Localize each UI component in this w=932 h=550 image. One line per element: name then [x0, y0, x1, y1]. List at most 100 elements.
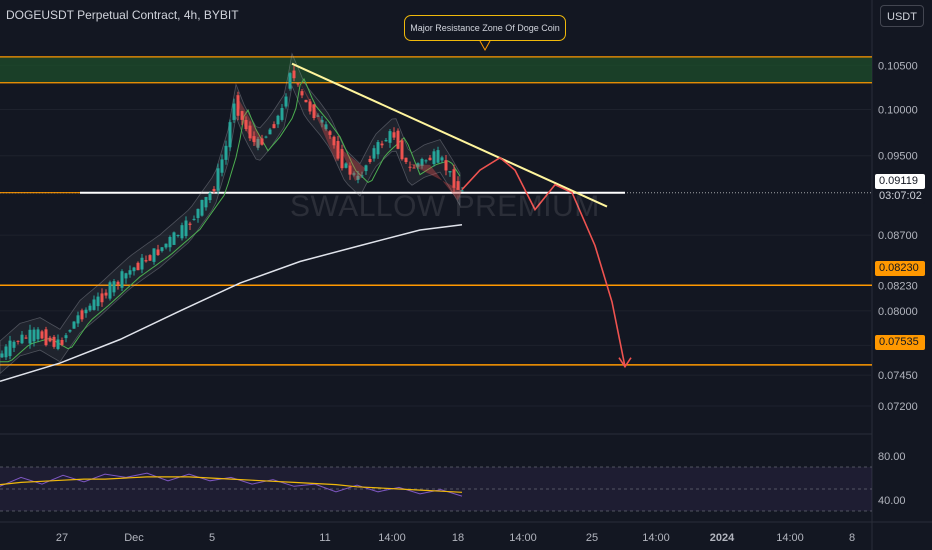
candle-body: [416, 163, 420, 167]
candle-body: [228, 122, 232, 148]
candle-body: [128, 270, 132, 275]
x-tick-label: 14:00: [509, 532, 537, 544]
candle-body: [368, 159, 372, 162]
rsi-tick-label: 40.00: [878, 495, 906, 507]
candle-body: [344, 163, 348, 168]
candle-body: [80, 310, 84, 320]
candle-body: [400, 140, 404, 160]
candle-body: [300, 91, 304, 96]
candle-body: [208, 193, 212, 201]
trendline: [291, 62, 608, 208]
support-level-tag: 0.08230: [875, 261, 925, 276]
candle-body: [188, 223, 192, 225]
y-tick-label: 0.07450: [878, 370, 918, 382]
candle-body: [364, 165, 368, 172]
moving-average-200: [0, 224, 463, 383]
candle-body: [132, 267, 136, 272]
candle-body: [264, 136, 268, 138]
candle-body: [44, 329, 48, 346]
candle-body: [328, 131, 332, 135]
candle-body: [296, 83, 300, 85]
candle-body: [360, 175, 364, 177]
candle-body: [36, 329, 40, 340]
candle-body: [408, 166, 412, 168]
price-levels: [0, 191, 872, 366]
candle-body: [24, 337, 28, 339]
x-tick-label: 14:00: [378, 532, 406, 544]
candle-body: [332, 136, 336, 146]
candle-body: [88, 305, 92, 311]
candle-body: [456, 181, 460, 190]
y-tick-label: 0.08230: [878, 280, 918, 292]
candle-body: [76, 315, 80, 324]
x-tick-label: 14:00: [776, 532, 804, 544]
candle-body: [68, 330, 72, 332]
candle-body: [316, 115, 320, 117]
candle-body: [440, 157, 444, 161]
candle-body: [432, 151, 436, 165]
candle-body: [260, 138, 264, 145]
candle-body: [72, 321, 76, 329]
candle-body: [56, 339, 60, 349]
candle-body: [20, 334, 24, 344]
candle-body: [32, 329, 36, 342]
x-tick-label: 25: [586, 532, 598, 544]
candle-body: [120, 271, 124, 288]
candle-body: [424, 160, 428, 162]
bearish-arrow: [340, 148, 365, 181]
candle-body: [340, 149, 344, 169]
candle-body: [48, 337, 52, 342]
candle-body: [304, 99, 308, 103]
candle-body: [116, 281, 120, 285]
candle-body: [320, 119, 324, 123]
candle-body: [84, 309, 88, 314]
candle-body: [380, 143, 384, 146]
candle-body: [124, 273, 128, 279]
candle-body: [200, 199, 204, 216]
candle-body: [0, 353, 4, 358]
candle-body: [112, 281, 116, 293]
bearish-arrow: [236, 94, 262, 150]
candle-body: [284, 96, 288, 107]
price-axis: 0.10500 0.10000 0.09500 0.08700 0.08230 0.080…: [878, 60, 918, 507]
candle-body: [388, 131, 392, 143]
currency-button[interactable]: USDT: [880, 5, 924, 27]
candle-body: [256, 138, 260, 148]
candle-body: [248, 125, 252, 139]
y-tick-label: 0.08700: [878, 230, 918, 242]
rsi-panel: [0, 466, 872, 512]
x-tick-label: 2024: [710, 532, 735, 544]
target-level-tag: 0.07535: [875, 335, 925, 350]
candle-body: [160, 247, 164, 251]
chart-title: DOGEUSDT Perpetual Contract, 4h, BYBIT: [6, 8, 239, 22]
candle-body: [232, 103, 236, 120]
x-tick-label: 11: [319, 532, 330, 544]
candle-body: [100, 293, 104, 303]
current-price-tag: 0.09119: [875, 174, 925, 189]
candle-body: [28, 329, 32, 344]
time-axis: 27 Dec 5 11 14:00 18 14:00 25 14:00 2024 14:00 8: [56, 532, 855, 544]
x-tick-label: 27: [56, 532, 68, 544]
x-tick-label: Dec: [124, 532, 144, 544]
candle-body: [12, 341, 16, 348]
candle-body: [156, 249, 160, 256]
candle-body: [184, 220, 188, 237]
candle-body: [308, 101, 312, 112]
y-tick-label: 0.08000: [878, 306, 918, 318]
countdown-tag: 03:07:02: [875, 189, 925, 204]
candle-body: [164, 243, 168, 248]
rsi-tick-label: 80.00: [878, 451, 906, 463]
y-tick-label: 0.10000: [878, 104, 918, 116]
candle-body: [404, 157, 408, 163]
candle-body: [420, 158, 424, 166]
bearish-arrow: [300, 82, 340, 163]
candle-body: [352, 173, 356, 175]
candle-body: [8, 340, 12, 357]
candle-body: [444, 160, 448, 171]
candle-body: [392, 132, 396, 138]
candle-body: [412, 167, 416, 169]
bearish-arrow: [410, 164, 462, 201]
envelope-band: [0, 52, 461, 375]
